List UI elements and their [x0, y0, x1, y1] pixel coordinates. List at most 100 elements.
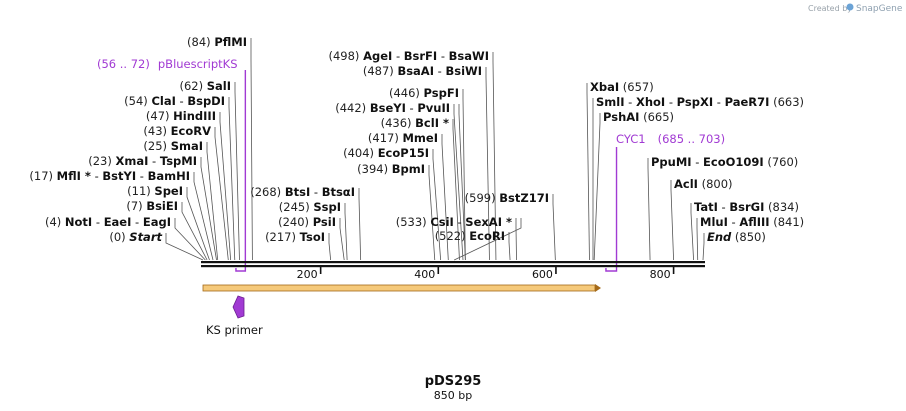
enzyme-name: BsrGI	[729, 200, 764, 214]
snapgene-logo-icon	[846, 3, 854, 11]
site-leader	[174, 218, 206, 261]
site-label[interactable]: (4) NotI - EaeI - EagI	[45, 215, 171, 229]
enzyme-name: BpmI	[392, 162, 425, 176]
enzyme-name: SmlI	[596, 95, 625, 109]
site-leader	[432, 149, 442, 261]
ks-primer-icon[interactable]	[232, 295, 245, 319]
site-label[interactable]: XbaI (657)	[590, 80, 654, 94]
site-label[interactable]: SmlI - XhoI - PspXI - PaeR7I (663)	[596, 95, 804, 109]
site-label[interactable]: (54) ClaI - BspDI	[124, 94, 225, 108]
sequence-arrow-head	[595, 284, 601, 292]
credit-brand: SnapGene	[856, 4, 903, 14]
enzyme-name: AclI	[674, 177, 698, 191]
enzyme-name: ClaI	[151, 94, 175, 108]
enzyme-name: EcoRV	[171, 124, 211, 138]
site-label[interactable]: (240) PsiI	[278, 215, 336, 229]
site-leader	[462, 89, 466, 261]
enzyme-name: PspXI	[677, 95, 713, 109]
backbone-bottom-strand	[201, 265, 705, 268]
site-label[interactable]: (442) BseYI - PvuII	[335, 101, 450, 115]
backbone-top-strand	[201, 261, 705, 264]
site-label[interactable]: (62) SalI	[179, 79, 231, 93]
site-label[interactable]: (522) EcoRI	[435, 229, 505, 243]
site-label[interactable]: (23) XmaI - TspMI	[88, 154, 197, 168]
site-label[interactable]: (599) BstZ17I	[465, 191, 549, 205]
enzyme-name: TsoI	[300, 230, 325, 244]
enzyme-name: BstYI	[102, 169, 136, 183]
enzyme-name: TatI	[694, 200, 718, 214]
enzyme-name: PshAI	[603, 110, 639, 124]
site-label[interactable]: PpuMI - EcoO109I (760)	[651, 155, 798, 169]
feature-cyc1[interactable]: CYC1 (685 .. 703)	[605, 132, 725, 272]
enzyme-name: PspFI	[424, 86, 459, 100]
site-leader	[214, 127, 229, 261]
site-leader	[586, 83, 590, 261]
enzyme-name: Start	[129, 230, 162, 244]
enzyme-name: PaeR7I	[725, 95, 770, 109]
site-leader	[181, 202, 208, 261]
site-leader	[441, 134, 449, 261]
site-label[interactable]: (404) EcoP15I	[343, 146, 429, 160]
site-leader	[696, 218, 699, 261]
site-leader	[485, 67, 490, 261]
feature-pbluescriptks[interactable]: (56 .. 72) pBluescriptKS	[97, 57, 247, 272]
site-label[interactable]: AclI (800)	[674, 177, 733, 191]
site-label[interactable]: (7) BsiEI	[126, 199, 178, 213]
site-label[interactable]: End (850)	[707, 230, 766, 244]
enzyme-name: BspDI	[187, 94, 225, 108]
site-label[interactable]: (394) BpmI	[357, 162, 425, 176]
site-leader	[358, 188, 362, 261]
site-label[interactable]: (43) EcoRV	[143, 124, 211, 138]
site-leader	[452, 119, 460, 261]
site-label[interactable]: PshAI (665)	[603, 110, 674, 124]
site-leader	[428, 165, 436, 261]
site-label[interactable]: (47) HindIII	[146, 109, 216, 123]
site-label[interactable]: (417) MmeI	[368, 131, 438, 145]
enzyme-name: MluI	[700, 215, 728, 229]
enzyme-name: MflI *	[57, 169, 91, 183]
enzyme-name: AflIII	[739, 215, 769, 229]
site-label[interactable]: (11) SpeI	[127, 184, 183, 198]
site-leader	[453, 104, 464, 261]
site-label[interactable]: (268) BtsI - BtsαI	[250, 185, 355, 199]
site-label[interactable]: (533) CsiI - SexAI *	[396, 215, 512, 229]
enzyme-name: BtsαI	[322, 185, 355, 199]
site-label[interactable]: (217) TsoI	[265, 230, 325, 244]
enzyme-name: BsaWI	[449, 49, 489, 63]
enzyme-name: PsiI	[313, 215, 336, 229]
site-leader-lines	[165, 38, 705, 261]
site-leader	[552, 194, 556, 261]
ruler-tick-label: 800	[650, 268, 671, 281]
site-label[interactable]: (84) PflMI	[187, 35, 247, 49]
site-leader	[206, 142, 219, 261]
enzyme-name: BsrFI	[404, 49, 437, 63]
enzyme-name: HindIII	[173, 109, 216, 123]
site-label[interactable]: (498) AgeI - BsrFI - BsaWI	[328, 49, 489, 63]
site-label[interactable]: TatI - BsrGI (834)	[694, 200, 799, 214]
site-leader	[250, 38, 253, 261]
site-leader	[344, 203, 348, 261]
site-leader	[690, 203, 694, 261]
enzyme-name: SspI	[313, 200, 341, 214]
feature-bracket	[235, 70, 247, 272]
site-leader	[454, 218, 522, 261]
site-leader	[200, 157, 217, 261]
site-leader	[193, 172, 214, 261]
site-leader	[234, 82, 240, 261]
site-label[interactable]: (487) BsaAI - BsiWI	[363, 64, 482, 78]
site-label[interactable]: MluI - AflIII (841)	[700, 215, 804, 229]
site-label[interactable]: (0) Start	[109, 230, 162, 244]
site-label[interactable]: (25) SmaI	[143, 139, 203, 153]
sequence-arrow-body	[202, 284, 596, 292]
site-label[interactable]: (245) SspI	[279, 200, 341, 214]
site-leader	[702, 233, 705, 261]
site-label[interactable]: (17) MflI * - BstYI - BamHI	[29, 169, 190, 183]
sequence-arrow	[202, 284, 601, 292]
site-label[interactable]: (436) BclI *	[381, 116, 449, 130]
plasmid-name: pDS295	[425, 374, 482, 389]
enzyme-name: NotI	[65, 215, 92, 229]
enzyme-name: PvuII	[417, 101, 450, 115]
enzyme-name: SalI	[207, 79, 231, 93]
site-label[interactable]: (446) PspFI	[389, 86, 459, 100]
